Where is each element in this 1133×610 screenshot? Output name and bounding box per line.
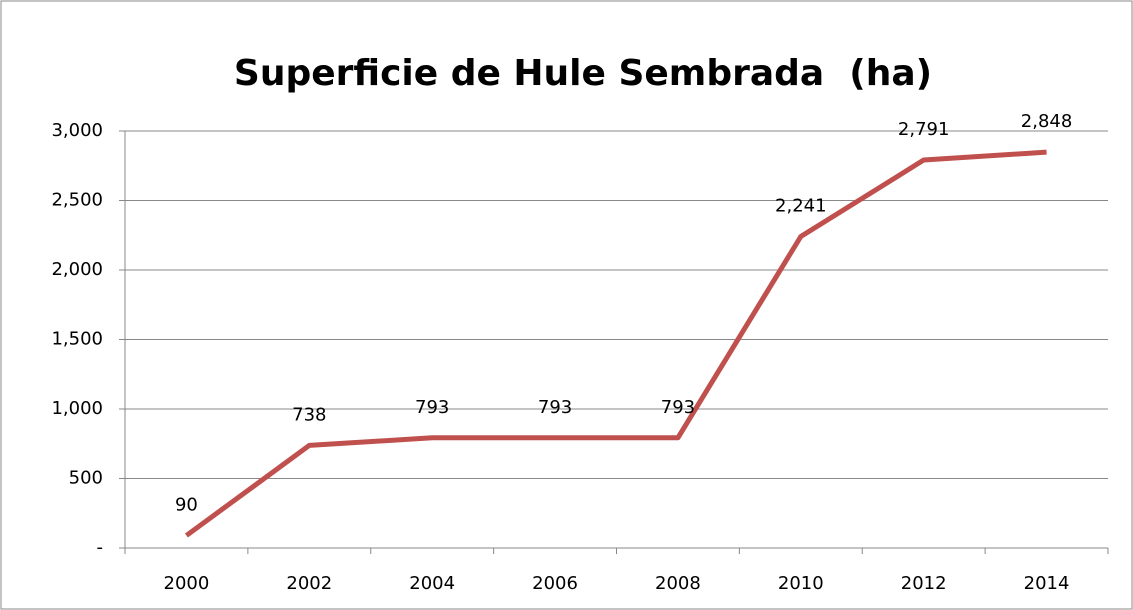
x-tick-label: 2006	[532, 573, 578, 594]
line	[184, 149, 1047, 538]
y-tick-label: 500	[69, 468, 103, 489]
y-tick-label: 2,500	[51, 190, 103, 211]
data-label: 2,848	[1021, 111, 1073, 132]
x-tick-label: 2008	[655, 573, 701, 594]
y-tick-label: 3,000	[51, 120, 103, 141]
data-label: 738	[292, 404, 326, 425]
y-tick-label: -	[97, 537, 104, 558]
chart-title: Superficie de Hule Sembrada (ha)	[234, 53, 932, 94]
y-tick-label: 2,000	[51, 259, 103, 280]
data-label: 90	[175, 494, 198, 515]
y-tick-label: 1,000	[51, 398, 103, 419]
x-tick-label: 2000	[164, 573, 210, 594]
data-label: 2,791	[898, 119, 950, 140]
data-label: 793	[661, 397, 695, 418]
data-label: 793	[538, 397, 572, 418]
data-label: 793	[415, 397, 449, 418]
x-tick-label: 2004	[409, 573, 455, 594]
x-tick-label: 2012	[901, 573, 947, 594]
x-tick-label: 2002	[286, 573, 332, 594]
x-tick-label: 2010	[778, 573, 824, 594]
x-tick-label: 2014	[1024, 573, 1070, 594]
data-label: 2,241	[775, 196, 827, 217]
y-tick-label: 1,500	[51, 329, 103, 350]
